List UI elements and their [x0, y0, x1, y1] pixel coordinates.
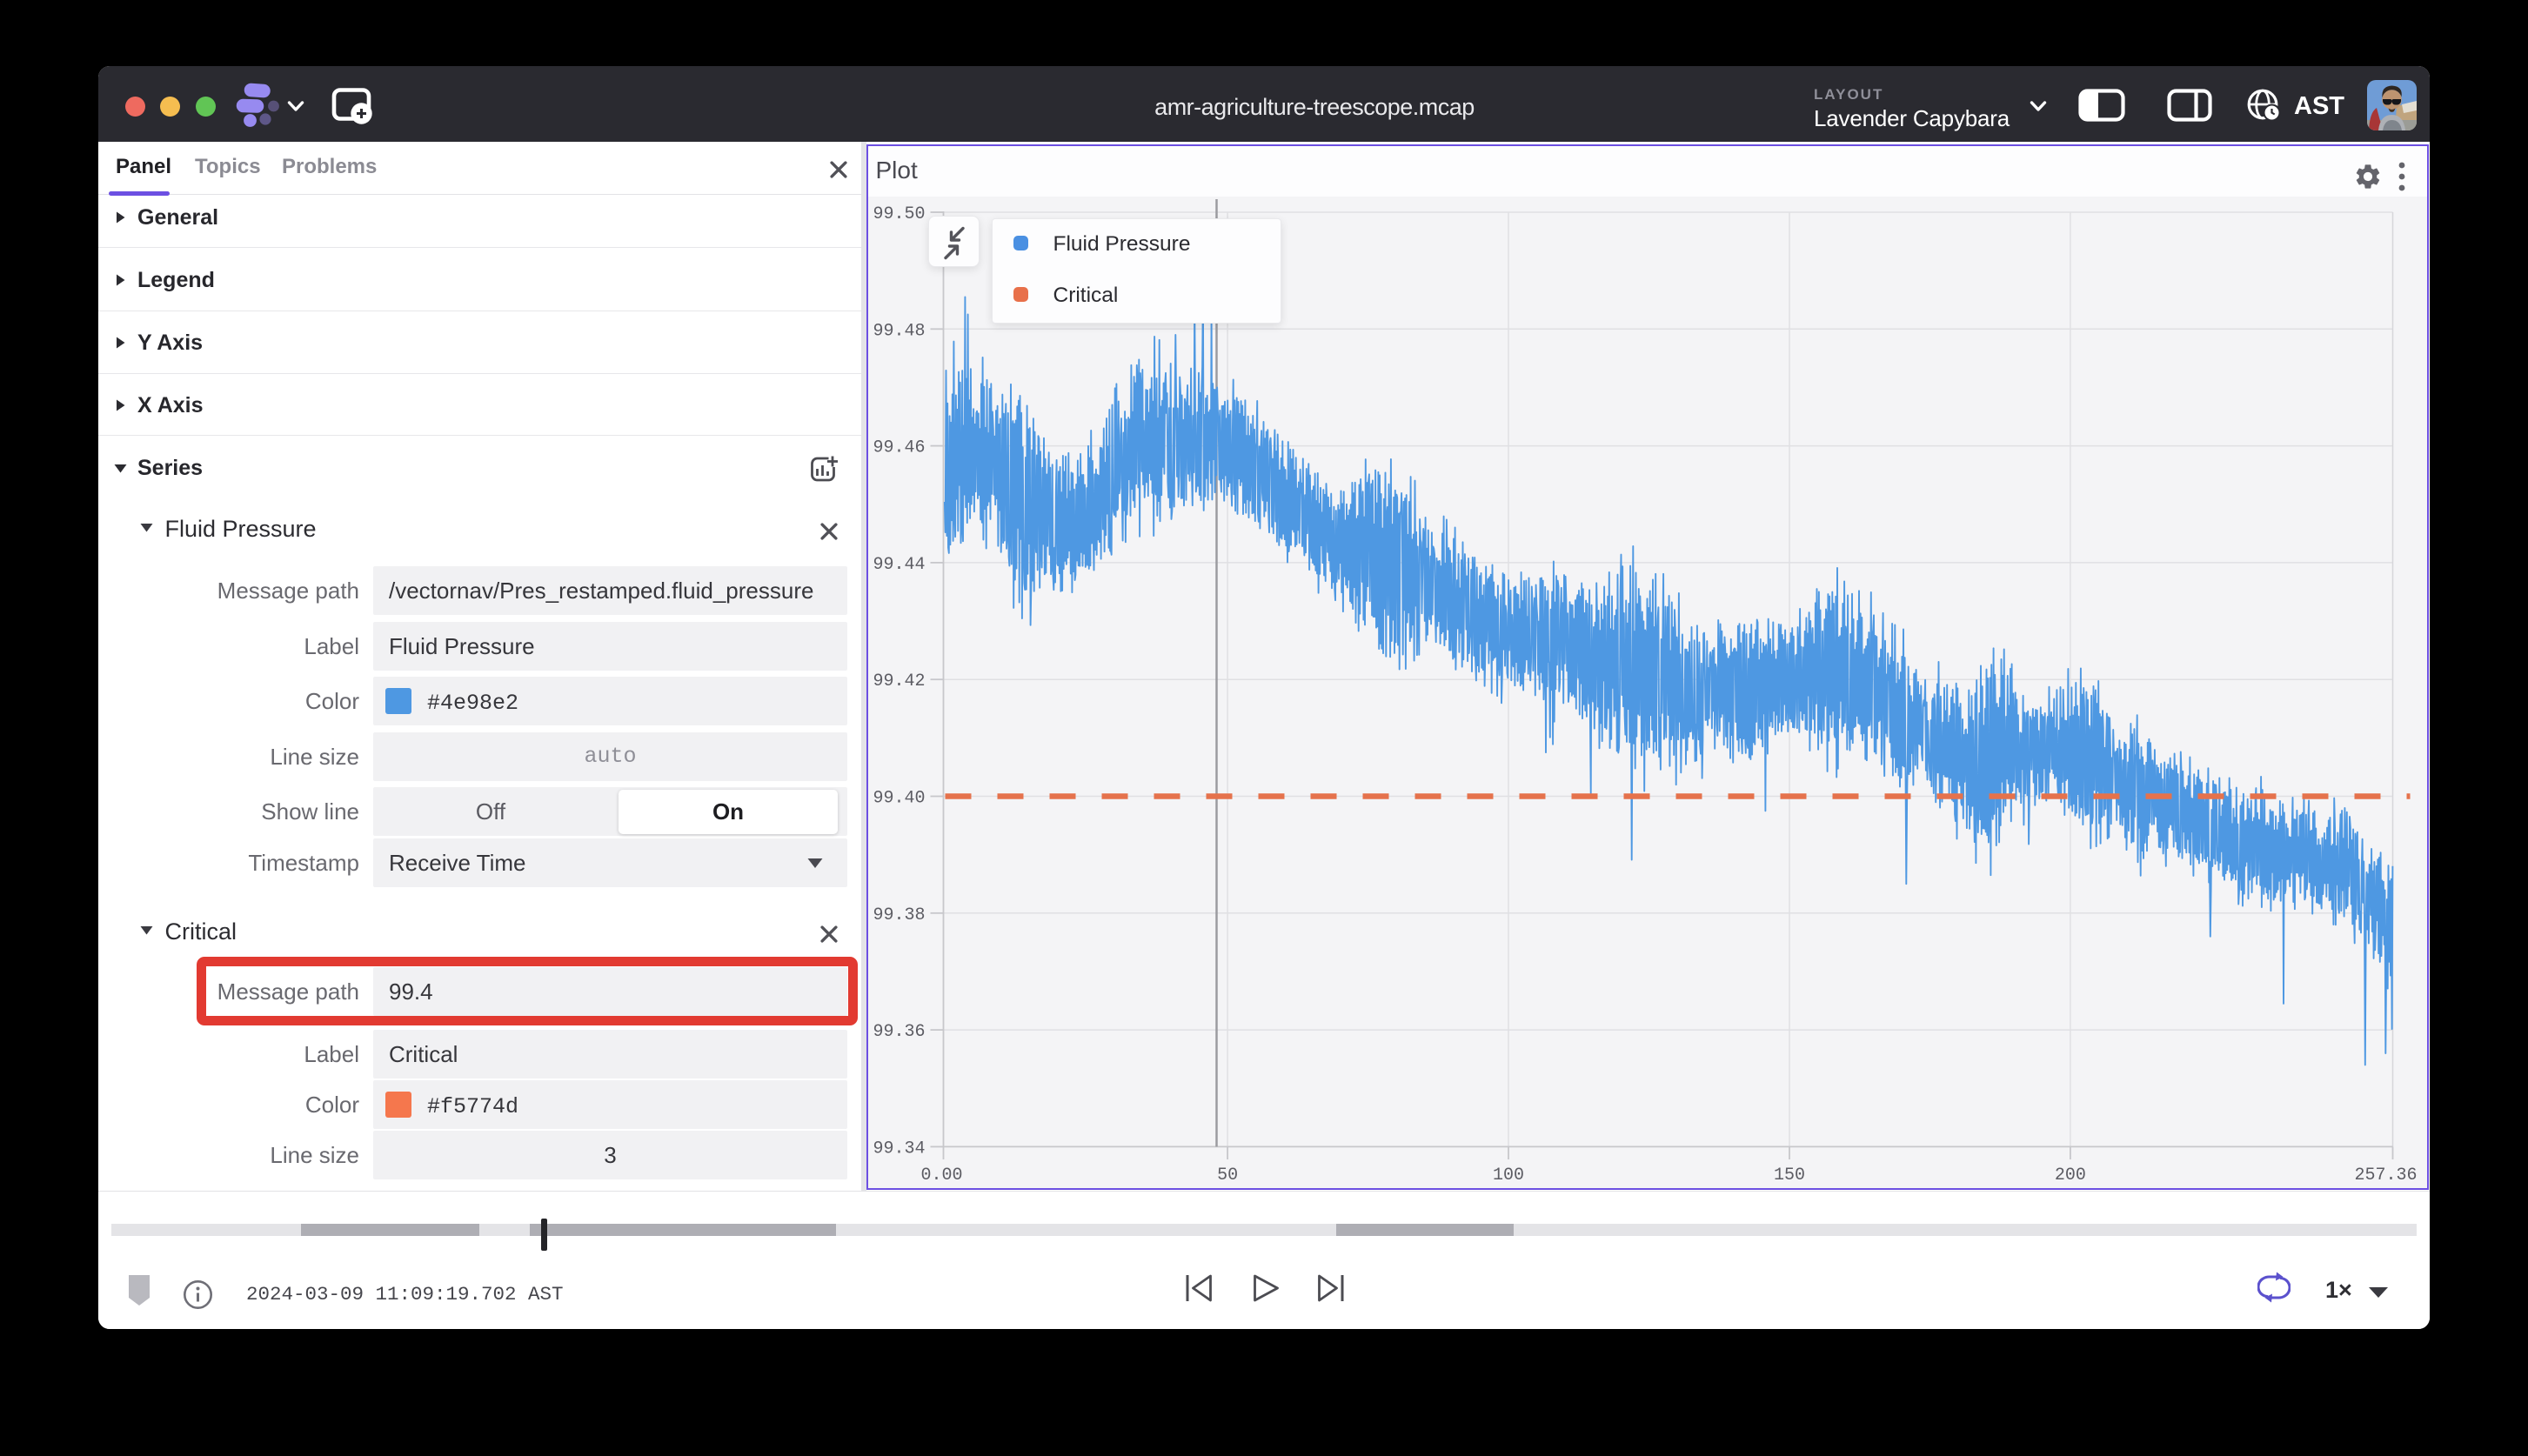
svg-text:99.38: 99.38: [873, 905, 925, 925]
svg-text:99.50: 99.50: [873, 204, 925, 224]
svg-text:0.00: 0.00: [920, 1165, 962, 1186]
svg-text:99.46: 99.46: [873, 437, 925, 458]
svg-text:99.36: 99.36: [873, 1022, 925, 1042]
svg-text:150: 150: [1774, 1165, 1805, 1186]
svg-text:99.44: 99.44: [873, 554, 925, 574]
svg-text:99.42: 99.42: [873, 671, 925, 691]
svg-text:99.34: 99.34: [873, 1139, 925, 1159]
svg-text:99.48: 99.48: [873, 321, 925, 341]
svg-text:257.36: 257.36: [2354, 1165, 2417, 1186]
svg-text:99.40: 99.40: [873, 788, 925, 808]
svg-text:200: 200: [2055, 1165, 2086, 1186]
svg-text:50: 50: [1217, 1165, 1238, 1186]
svg-text:100: 100: [1493, 1165, 1524, 1186]
